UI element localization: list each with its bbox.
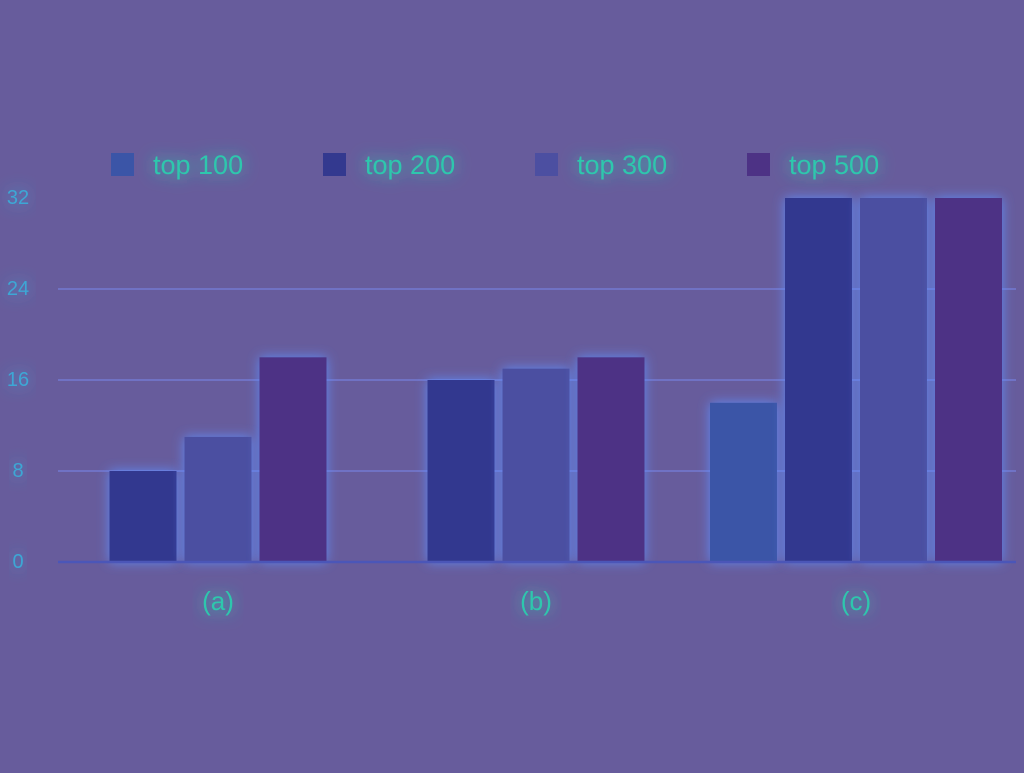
legend-label: top 200 [365,150,455,180]
bar-b-top-300 [502,368,570,562]
legend-label: top 500 [789,150,879,180]
legend: top 100 top 200 top 300 top 500 [111,150,879,180]
y-tick-label: 32 [7,187,29,209]
bar-a-top-500 [259,357,327,562]
legend-swatch [535,153,558,176]
legend-item-top-100[interactable]: top 100 [111,150,243,180]
bar-a-top-200 [109,471,177,562]
legend-item-top-200[interactable]: top 200 [323,150,455,180]
bar-c-top-300 [860,198,927,562]
y-tick-label: 24 [7,278,29,300]
bar-c-top-200 [785,198,852,562]
x-tick-label: (c) [841,586,871,616]
y-tick-label: 8 [12,460,23,482]
legend-label: top 100 [153,150,243,180]
bar-c-top-100 [710,402,777,562]
y-tick-label: 16 [7,369,29,391]
bar-b-top-500 [577,357,645,562]
legend-swatch [111,153,134,176]
legend-item-top-300[interactable]: top 300 [535,150,667,180]
bar-c-top-500 [935,198,1002,562]
y-tick-label: 0 [12,551,23,573]
x-tick-label: (a) [202,586,234,616]
axes: 0 8 16 24 32 (a) (b) (c) [7,187,1016,616]
x-tick-label: (b) [520,586,552,616]
bar-b-top-200 [427,380,495,562]
bars [109,198,1002,562]
legend-item-top-500[interactable]: top 500 [747,150,879,180]
bar-a-top-300 [184,436,252,562]
legend-swatch [323,153,346,176]
legend-label: top 300 [577,150,667,180]
legend-swatch [747,153,770,176]
